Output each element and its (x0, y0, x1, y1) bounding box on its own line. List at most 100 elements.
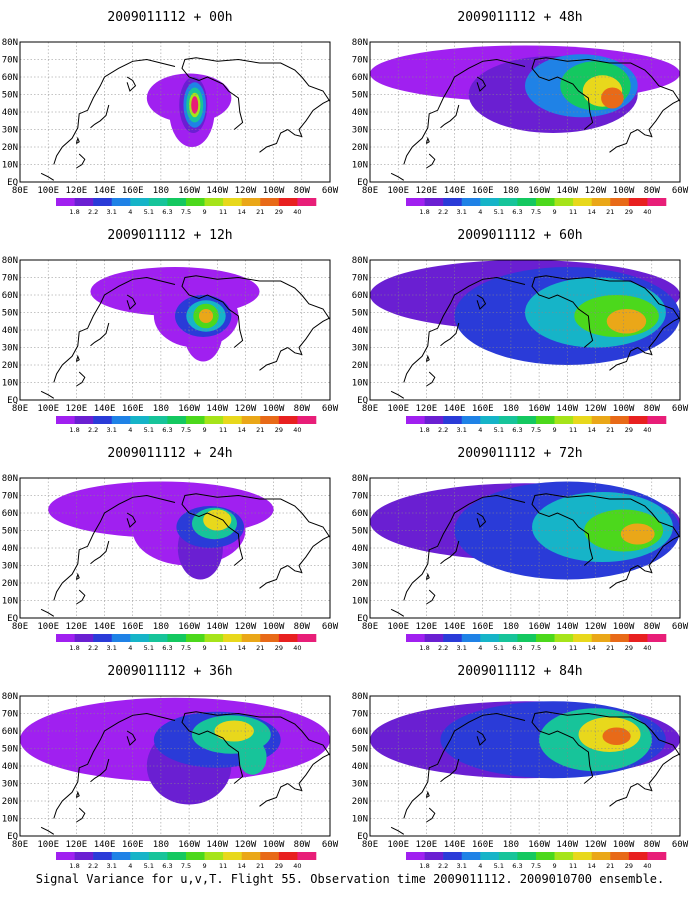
colorbar-swatch (443, 416, 463, 424)
colorbar-label: 4 (478, 862, 482, 870)
lon-tick-label: 120E (66, 622, 88, 632)
lon-tick-label: 140W (206, 840, 228, 850)
colorbar-swatch (204, 634, 224, 642)
lon-tick-label: 100W (613, 186, 635, 196)
colorbar-label: 4 (128, 862, 132, 870)
colorbar-swatch (498, 852, 518, 860)
colorbar-label: 21 (256, 208, 264, 216)
colorbar-swatch (297, 416, 317, 424)
colorbar-label: 2.2 (88, 644, 98, 652)
colorbar-label: 29 (625, 208, 633, 216)
colorbar-label: 29 (625, 644, 633, 652)
variance-map: EQ 10N 20N 30N 40N 50N 60N 70N 80N 80E 100E 120E 140… (352, 256, 689, 434)
colorbar-swatch (167, 852, 187, 860)
coastline (126, 294, 137, 310)
colorbar-label: 5.1 (494, 426, 504, 434)
colorbar-swatch (647, 416, 667, 424)
colorbar-swatch (628, 634, 648, 642)
variance-contour (606, 309, 647, 334)
coastline (637, 535, 680, 574)
variance-contour (620, 523, 655, 545)
lat-tick-label: 10N (352, 379, 368, 389)
lon-tick-label: 140E (444, 622, 466, 632)
colorbar-swatch (74, 634, 94, 642)
lat-tick-label: 10N (2, 379, 18, 389)
colorbar-swatch (56, 198, 75, 206)
colorbar-swatch (186, 634, 205, 642)
colorbar-swatch (167, 634, 187, 642)
lon-tick-label: 140W (556, 404, 578, 414)
colorbar-label: 1.8 (419, 426, 429, 434)
lat-tick-label: 30N (352, 780, 368, 790)
lat-tick-label: 50N (352, 309, 368, 319)
lat-tick-label: 80N (2, 692, 18, 702)
colorbar-label: 3.1 (457, 208, 467, 216)
lon-tick-label: 120W (585, 186, 607, 196)
lat-tick-label: 20N (2, 797, 18, 807)
colorbar-swatch (223, 198, 243, 206)
colorbar-label: 9 (203, 862, 207, 870)
colorbar-swatch (517, 416, 537, 424)
colorbar-swatch (517, 198, 537, 206)
lon-tick-label: 100E (37, 186, 59, 196)
lon-tick-label: 60W (672, 622, 689, 632)
lon-tick-label: 160W (178, 404, 200, 414)
colorbar-label: 11 (219, 208, 227, 216)
colorbar-swatch (424, 198, 444, 206)
lat-tick-label: 40N (2, 762, 18, 772)
panel-title: 2009011112 + 84h (457, 664, 583, 679)
coastline (75, 354, 80, 362)
colorbar-swatch (74, 416, 94, 424)
lon-tick-label: 100W (263, 186, 285, 196)
colorbar-swatch (480, 416, 500, 424)
coastline (40, 826, 55, 835)
colorbar-label: 1.8 (419, 208, 429, 216)
coastline (403, 712, 526, 819)
lat-tick-label: 20N (2, 579, 18, 589)
colorbar-swatch (148, 634, 168, 642)
lon-tick-label: 160W (178, 622, 200, 632)
colorbar-label: 2.2 (88, 862, 98, 870)
variance-contour (601, 87, 624, 109)
panel-title: 2009011112 + 60h (457, 228, 583, 243)
colorbar-label: 21 (256, 862, 264, 870)
coastline (425, 790, 430, 798)
lon-tick-label: 160E (122, 840, 144, 850)
coastline (259, 347, 288, 371)
lat-tick-label: 30N (2, 126, 18, 136)
colorbar-swatch (56, 416, 75, 424)
coastline (53, 276, 176, 383)
colorbar-label: 5.1 (144, 426, 154, 434)
colorbar-label: 3.1 (457, 426, 467, 434)
lat-tick-label: 20N (2, 143, 18, 153)
colorbar-swatch (536, 852, 555, 860)
colorbar-label: 29 (275, 644, 283, 652)
colorbar-label: 5.1 (494, 644, 504, 652)
colorbar-label: 29 (625, 426, 633, 434)
colorbar-label: 11 (569, 644, 577, 652)
colorbar-label: 6.3 (512, 426, 522, 434)
colorbar-label: 3.1 (107, 208, 117, 216)
lon-tick-label: 160W (178, 186, 200, 196)
coastline (76, 589, 86, 605)
colorbar-label: 2.2 (438, 426, 448, 434)
lon-tick-label: 140W (206, 622, 228, 632)
lat-tick-label: 10N (2, 597, 18, 607)
lon-tick-label: 180 (503, 840, 519, 850)
lat-tick-label: 20N (352, 579, 368, 589)
colorbar-label: 7.5 (181, 208, 191, 216)
colorbar-label: 1.8 (419, 644, 429, 652)
colorbar-swatch (130, 634, 150, 642)
colorbar-swatch (56, 852, 75, 860)
panel-title: 2009011112 + 24h (107, 446, 233, 461)
lat-tick-label: 10N (352, 597, 368, 607)
lon-tick-label: 100W (263, 622, 285, 632)
colorbar-label: 9 (553, 426, 557, 434)
colorbar-label: 7.5 (531, 208, 541, 216)
coastline (425, 354, 430, 362)
lon-tick-label: 100W (613, 622, 635, 632)
coastline (390, 826, 405, 835)
lat-tick-label: 60N (352, 291, 368, 301)
colorbar-swatch (260, 634, 280, 642)
lat-tick-label: 30N (2, 562, 18, 572)
